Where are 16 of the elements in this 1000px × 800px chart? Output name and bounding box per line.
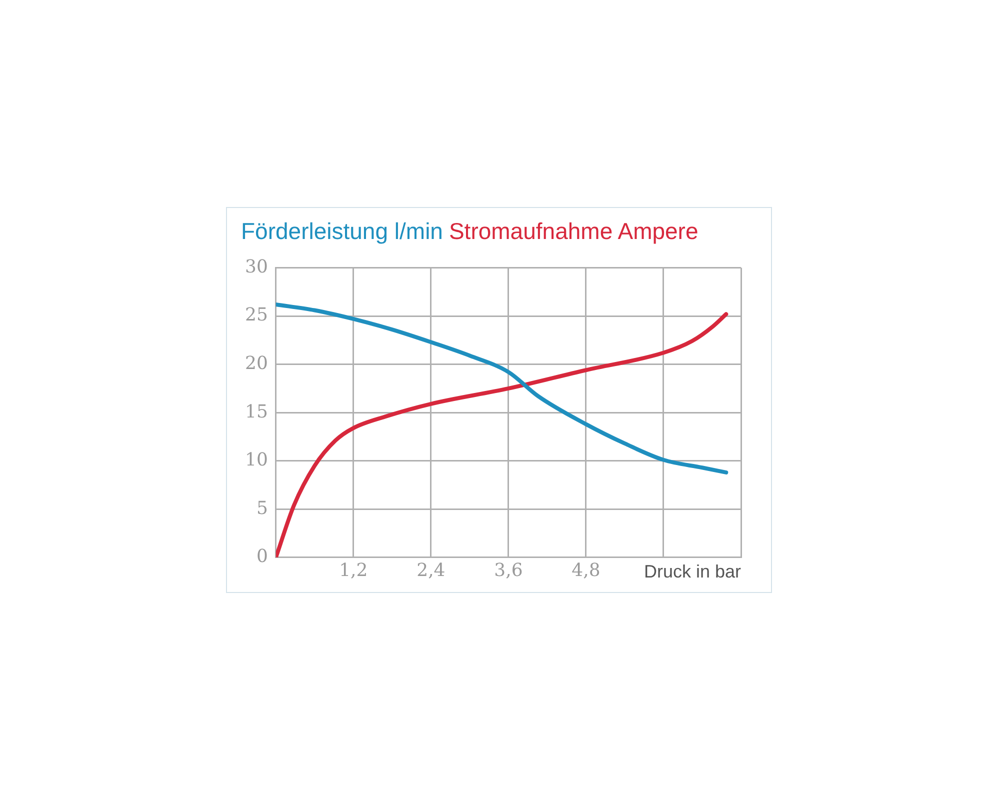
line-series [276,302,728,474]
x-tick-label: 2,4 [416,560,446,581]
text: Förderleistung l/min [241,218,443,244]
x-axis-title: Druck in bar [644,561,742,582]
text: Stromaufnahme Ampere [448,218,698,244]
y-tick-label: 25 [245,304,268,326]
y-tick-label: 30 [245,256,268,278]
x-tick-label: 3,6 [494,560,523,581]
y-tick-label: 15 [245,401,268,422]
x-tick-label: 1,2 [339,560,368,581]
line-series [276,312,728,558]
x-tick-label: 4,8 [572,560,600,581]
y-tick-label: 0 [256,546,268,568]
y-tick-label: 10 [245,450,268,471]
y-tick-label: 5 [256,498,268,519]
y-tick-label: 20 [245,353,268,374]
